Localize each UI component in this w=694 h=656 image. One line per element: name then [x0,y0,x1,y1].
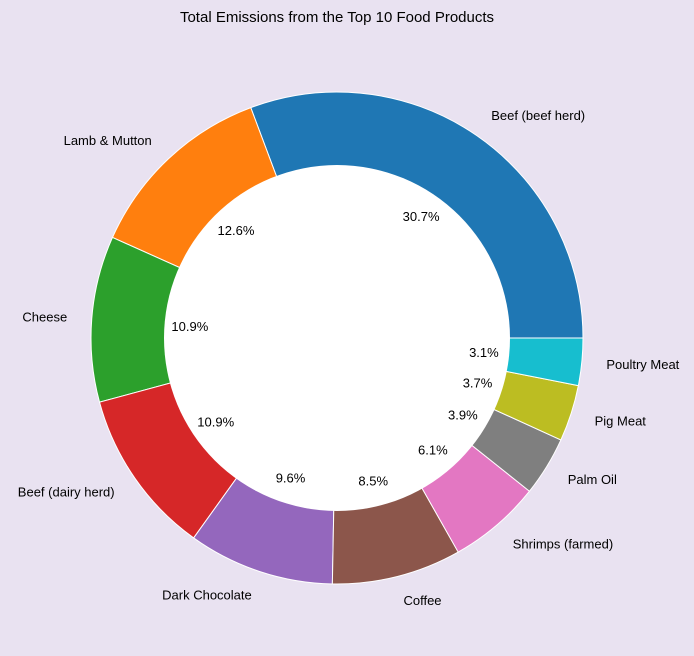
category-label-beef-dairy-herd: Beef (dairy herd) [18,485,115,500]
category-label-cheese: Cheese [22,309,67,324]
category-label-coffee: Coffee [403,593,441,608]
percent-label-beef-dairy-herd: 10.9% [197,415,234,430]
percent-label-dark-chocolate: 9.6% [276,471,306,486]
percent-label-shrimps-farmed: 6.1% [418,443,448,458]
percent-label-palm-oil: 3.9% [448,408,478,423]
category-label-beef-beef-herd: Beef (beef herd) [491,108,585,123]
percent-label-coffee: 8.5% [358,474,388,489]
category-label-dark-chocolate: Dark Chocolate [162,587,252,602]
donut-hole [164,165,510,511]
chart-title: Total Emissions from the Top 10 Food Pro… [180,9,494,26]
percent-label-pig-meat: 3.7% [463,376,493,391]
category-label-pig-meat: Pig Meat [595,413,647,428]
category-label-lamb-mutton: Lamb & Mutton [64,133,152,148]
percent-label-poultry-meat: 3.1% [469,345,499,360]
percent-label-cheese: 10.9% [171,319,208,334]
category-label-poultry-meat: Poultry Meat [606,357,679,372]
percent-label-lamb-mutton: 12.6% [218,223,255,238]
percent-label-beef-beef-herd: 30.7% [403,209,440,224]
labels-group: Beef (beef herd) 30.7% Lamb & Mutton 12.6% C… [18,108,680,608]
category-label-shrimps-farmed: Shrimps (farmed) [513,536,613,551]
category-label-palm-oil: Palm Oil [568,472,617,487]
